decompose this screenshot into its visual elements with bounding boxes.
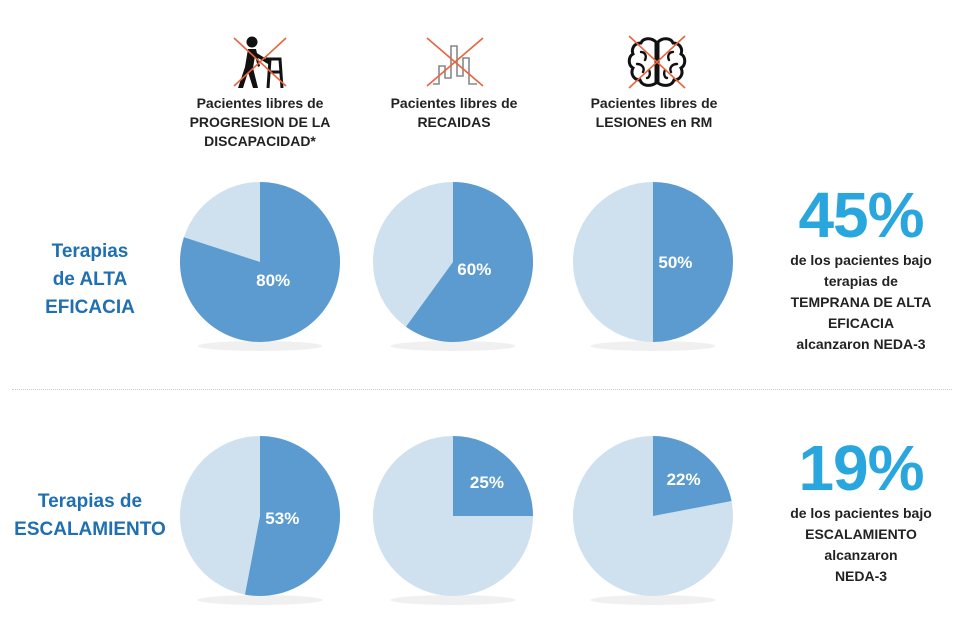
summary-line: ESCALAMIENTO [805,526,917,542]
summary-percent-escalamiento: 19% [798,432,924,504]
row-divider [12,389,952,390]
row-label-alta-eficacia: Terapias de ALTA EFICACIA [0,238,180,322]
summary-line: alcanzaron [824,547,898,563]
person-walker-icon [233,36,287,89]
row-label-line: ESCALAMIENTO [14,519,166,540]
row-label-line: Terapias de [37,491,143,512]
pie-slice [653,182,733,342]
column-header-line: DISCAPACIDAD* [204,133,316,149]
summary-line: NEDA-3 [834,568,888,584]
pie-slice [180,182,340,342]
pie-slice [653,436,732,516]
row-label-escalamiento: Terapias de ESCALAMIENTO [0,488,180,544]
column-header-line: RECAIDAS [417,114,491,130]
pie-shadow [590,595,716,605]
summary-line: terapias de [824,273,898,289]
pie-shadow [590,341,716,351]
column-header-line: Pacientes libres de [390,95,518,111]
column-header-lesiones: Pacientes libres de LESIONES en RM [559,94,749,132]
pie-data-label: 22% [667,470,701,489]
summary-text-escalamiento: de los pacientes bajo ESCALAMIENTO alcan… [761,503,961,587]
pie-slice [405,182,533,343]
column-header-line: Pacientes libres de [590,95,718,111]
summary-percent-alta-eficacia: 45% [798,179,924,251]
brain-icon [627,35,687,89]
summary-line: de los pacientes bajo [790,252,932,268]
pie-shadow [390,595,516,605]
pie-data-label: 53% [265,509,299,528]
summary-text-alta-eficacia: de los pacientes bajo terapias de TEMPRA… [761,250,961,355]
row-label-line: EFICACIA [45,297,135,318]
row-label-line: de ALTA [52,269,128,290]
column-header-line: PROGRESION DE LA [189,114,331,130]
column-header-progresion: Pacientes libres de PROGRESION DE LA DIS… [165,94,355,151]
summary-line: de los pacientes bajo [790,505,932,521]
column-header-recaidas: Pacientes libres de RECAIDAS [359,94,549,132]
column-header-line: Pacientes libres de [196,95,324,111]
pie-shadow [390,341,516,351]
summary-line: EFICACIA [827,315,895,331]
pie-data-label: 60% [457,260,491,279]
summary-line: TEMPRANA DE ALTA [790,294,932,310]
pie-slice [245,436,340,596]
relapse-bars-icon [426,37,484,87]
pie-shadow [197,595,323,605]
pie-shadow [197,341,323,351]
pie-data-label: 50% [658,253,692,272]
pie-data-label: 25% [470,473,504,492]
summary-line: alcanzaron NEDA-3 [796,336,926,352]
pie-slice [453,436,533,516]
pie-data-label: 80% [256,271,290,290]
column-header-line: LESIONES en RM [595,114,713,130]
row-label-line: Terapias [51,241,129,262]
